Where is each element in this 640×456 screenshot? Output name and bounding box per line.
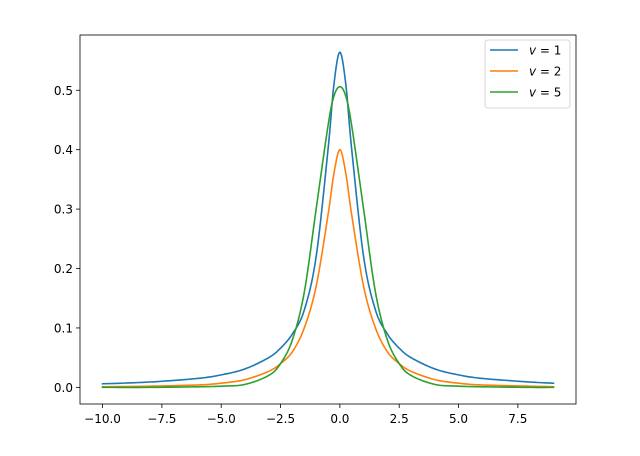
y-tick-label: 0.0 bbox=[54, 381, 73, 395]
y-tick-label: 0.2 bbox=[54, 262, 73, 276]
legend-label-1: v = 1 bbox=[529, 44, 561, 58]
legend-items: v = 1 v = 2 v = 5 bbox=[490, 44, 561, 100]
series-line-3 bbox=[101, 85, 555, 389]
y-tick-label: 0.5 bbox=[54, 84, 73, 98]
y-axis: 0.0 0.1 0.2 0.3 0.4 0.5 bbox=[54, 84, 80, 395]
legend-label-2: v = 2 bbox=[529, 65, 561, 79]
x-axis: −10.0 −7.5 −5.0 −2.5 0.0 2.5 5.0 7.5 bbox=[84, 404, 527, 426]
plot-frame bbox=[79, 34, 577, 405]
y-tick-label: 0.1 bbox=[54, 321, 73, 335]
y-tick-label: 0.3 bbox=[54, 203, 73, 217]
legend: v = 1 v = 2 v = 5 bbox=[484, 39, 571, 109]
x-tick-label: 2.5 bbox=[390, 412, 409, 426]
y-tick-label: 0.4 bbox=[54, 143, 73, 157]
series-layer bbox=[101, 51, 555, 389]
series-line-1 bbox=[101, 51, 555, 385]
legend-label-3: v = 5 bbox=[529, 86, 561, 100]
x-tick-label: 0.0 bbox=[330, 412, 349, 426]
series-line-2 bbox=[101, 148, 555, 388]
x-tick-label: 5.0 bbox=[449, 412, 468, 426]
x-tick-label: −5.0 bbox=[207, 412, 236, 426]
x-tick-label: −2.5 bbox=[266, 412, 295, 426]
x-tick-label: −7.5 bbox=[147, 412, 176, 426]
legend-frame bbox=[484, 39, 571, 109]
x-tick-label: 7.5 bbox=[508, 412, 527, 426]
x-tick-label: −10.0 bbox=[84, 412, 121, 426]
